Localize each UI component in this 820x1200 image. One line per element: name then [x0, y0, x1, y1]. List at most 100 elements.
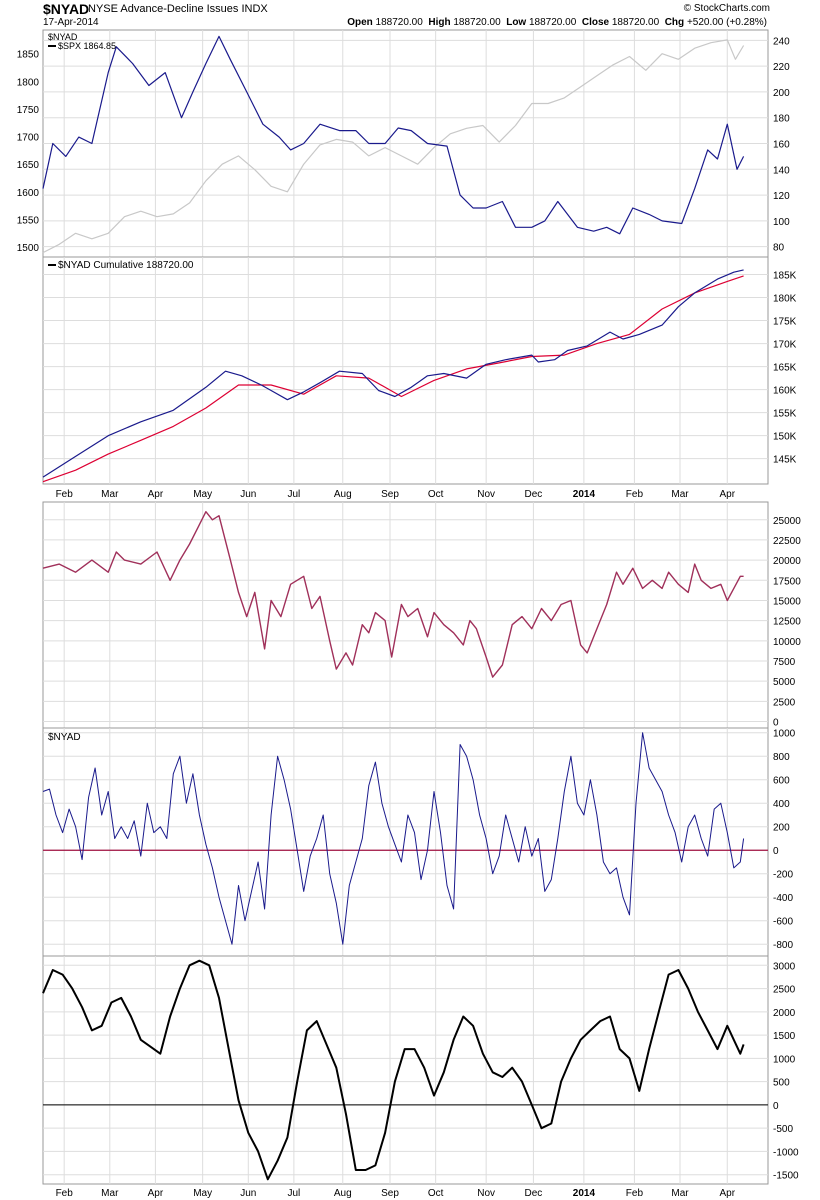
- panel-0-y-tick: 220: [773, 62, 790, 73]
- panel-0-left-tick: 1550: [17, 215, 40, 226]
- chg-value: +520.00 (+0.28%): [686, 17, 767, 28]
- x-tick-bottom: Sep: [381, 1188, 399, 1199]
- x-tick-mid: Sep: [381, 489, 399, 500]
- x-tick-bottom: Feb: [56, 1188, 74, 1199]
- panel-0-y-tick: 160: [773, 140, 790, 151]
- quote-strip: Open 188720.00 High 188720.00 Low 188720…: [347, 17, 767, 28]
- legend-spx: $SPX 1864.85: [58, 41, 116, 51]
- x-tick-bottom: Aug: [334, 1188, 352, 1199]
- panel-4-y-tick: 1000: [773, 1054, 796, 1065]
- panel-3-y-tick: 0: [773, 846, 779, 857]
- x-tick-mid: Oct: [428, 489, 444, 500]
- panel-0-y-tick: 240: [773, 36, 790, 47]
- panel-2-y-tick: 5000: [773, 677, 796, 688]
- close-label: Close: [581, 17, 610, 28]
- description-text: NYSE Advance-Decline Issues: [88, 3, 239, 15]
- x-tick-bottom: Mar: [101, 1188, 119, 1199]
- x-tick-bottom: Oct: [428, 1188, 444, 1199]
- panel-1-y-tick: 175K: [773, 317, 797, 328]
- legend-nyad: $NYAD: [48, 32, 78, 42]
- x-tick-mid: Apr: [719, 489, 735, 500]
- x-tick-mid: 2014: [573, 489, 596, 500]
- panel-0-left-tick: 1600: [17, 188, 40, 199]
- chart-header: $NYAD NYSE Advance-Decline Issues INDX 1…: [0, 0, 820, 30]
- panel-1-frame: [42, 256, 769, 485]
- legend-cumulative: $NYAD Cumulative 188720.00: [58, 260, 194, 271]
- panel-1-y-tick: 150K: [773, 432, 797, 443]
- open-label: Open: [347, 17, 373, 28]
- panel-0-left-tick: 1650: [17, 160, 40, 171]
- x-tick-bottom: Apr: [719, 1188, 735, 1199]
- close-value: 188720.00: [611, 17, 660, 28]
- panel-1-y-tick: 145K: [773, 455, 797, 466]
- panel-1-y-tick: 170K: [773, 340, 797, 351]
- panel-4-y-tick: 0: [773, 1101, 779, 1112]
- panel-1-y-tick: 185K: [773, 270, 797, 281]
- panel-3-y-tick: 200: [773, 823, 790, 834]
- spx-series-line: [42, 39, 745, 254]
- cumulative-ma-line: [42, 275, 744, 483]
- panel-0-y-tick: 80: [773, 243, 785, 254]
- x-tick-bottom: Feb: [626, 1188, 644, 1199]
- panel-4-y-tick: -1000: [773, 1147, 799, 1158]
- x-tick-bottom: May: [193, 1188, 212, 1199]
- x-tick-mid: Jul: [288, 489, 301, 500]
- panel-0-y-tick: 180: [773, 114, 790, 125]
- panel-3-y-tick: 400: [773, 799, 790, 810]
- panel-0-left-tick: 1800: [17, 77, 40, 88]
- panel-2-y-tick: 22500: [773, 536, 801, 547]
- x-tick-mid: Mar: [101, 489, 119, 500]
- panel-2-y-tick: 20000: [773, 556, 801, 567]
- x-tick-mid: Aug: [334, 489, 352, 500]
- panel-0-y-tick: 140: [773, 165, 790, 176]
- brand-watermark: © StockCharts.com: [683, 3, 770, 14]
- x-tick-bottom: 2014: [573, 1188, 596, 1199]
- symbol-description: NYSE Advance-Decline Issues INDX: [88, 3, 268, 15]
- breadth-series-line: [42, 511, 744, 678]
- panel-2-y-tick: 10000: [773, 637, 801, 648]
- panel-2-y-tick: 15000: [773, 596, 801, 607]
- panel-0-y-tick: 120: [773, 191, 790, 202]
- panel-2-y-tick: 2500: [773, 697, 796, 708]
- x-tick-mid: Feb: [56, 489, 74, 500]
- panel-3-y-tick: 600: [773, 776, 790, 787]
- panel-0-left-tick: 1850: [17, 50, 40, 61]
- panel-0-y-tick: 200: [773, 88, 790, 99]
- panel-2-y-tick: 7500: [773, 657, 796, 668]
- panel-2-y-tick: 17500: [773, 576, 801, 587]
- panel-3-y-tick: 1000: [773, 729, 796, 740]
- high-label: High: [428, 17, 451, 28]
- chg-label: Chg: [664, 17, 685, 28]
- panel-2-y-tick: 0: [773, 718, 779, 729]
- x-tick-bottom: Mar: [671, 1188, 689, 1199]
- panel-3-y-tick: -800: [773, 940, 793, 951]
- panel-4-frame: [42, 955, 769, 1185]
- panel-3-y-tick: 800: [773, 752, 790, 763]
- cumulative-series-line: [42, 269, 744, 478]
- x-tick-mid: Feb: [626, 489, 644, 500]
- panel-4-y-tick: 2500: [773, 985, 796, 996]
- panel-0-left-tick: 1750: [17, 105, 40, 116]
- low-label: Low: [506, 17, 527, 28]
- x-tick-bottom: Jul: [288, 1188, 301, 1199]
- x-tick-mid: Jun: [240, 489, 256, 500]
- panel-1-y-tick: 180K: [773, 294, 797, 305]
- x-tick-mid: May: [193, 489, 212, 500]
- panel-4-y-tick: 3000: [773, 961, 796, 972]
- panel-1-y-tick: 165K: [773, 363, 797, 374]
- low-value: 188720.00: [529, 17, 577, 28]
- x-tick-bottom: Apr: [148, 1188, 164, 1199]
- x-tick-mid: Dec: [524, 489, 542, 500]
- nyad-daily-line: [42, 732, 745, 945]
- symbol-label: $NYAD: [43, 1, 90, 17]
- panel-4-y-tick: 2000: [773, 1008, 796, 1019]
- panel-2-y-tick: 25000: [773, 516, 801, 527]
- panel-4-y-tick: -500: [773, 1124, 793, 1135]
- exchange-text: INDX: [241, 3, 268, 15]
- panel-3-y-tick: -400: [773, 893, 793, 904]
- panel-3-frame: [42, 727, 769, 957]
- panel-3-y-tick: -600: [773, 917, 793, 928]
- x-tick-mid: Nov: [477, 489, 495, 500]
- x-tick-mid: Mar: [671, 489, 689, 500]
